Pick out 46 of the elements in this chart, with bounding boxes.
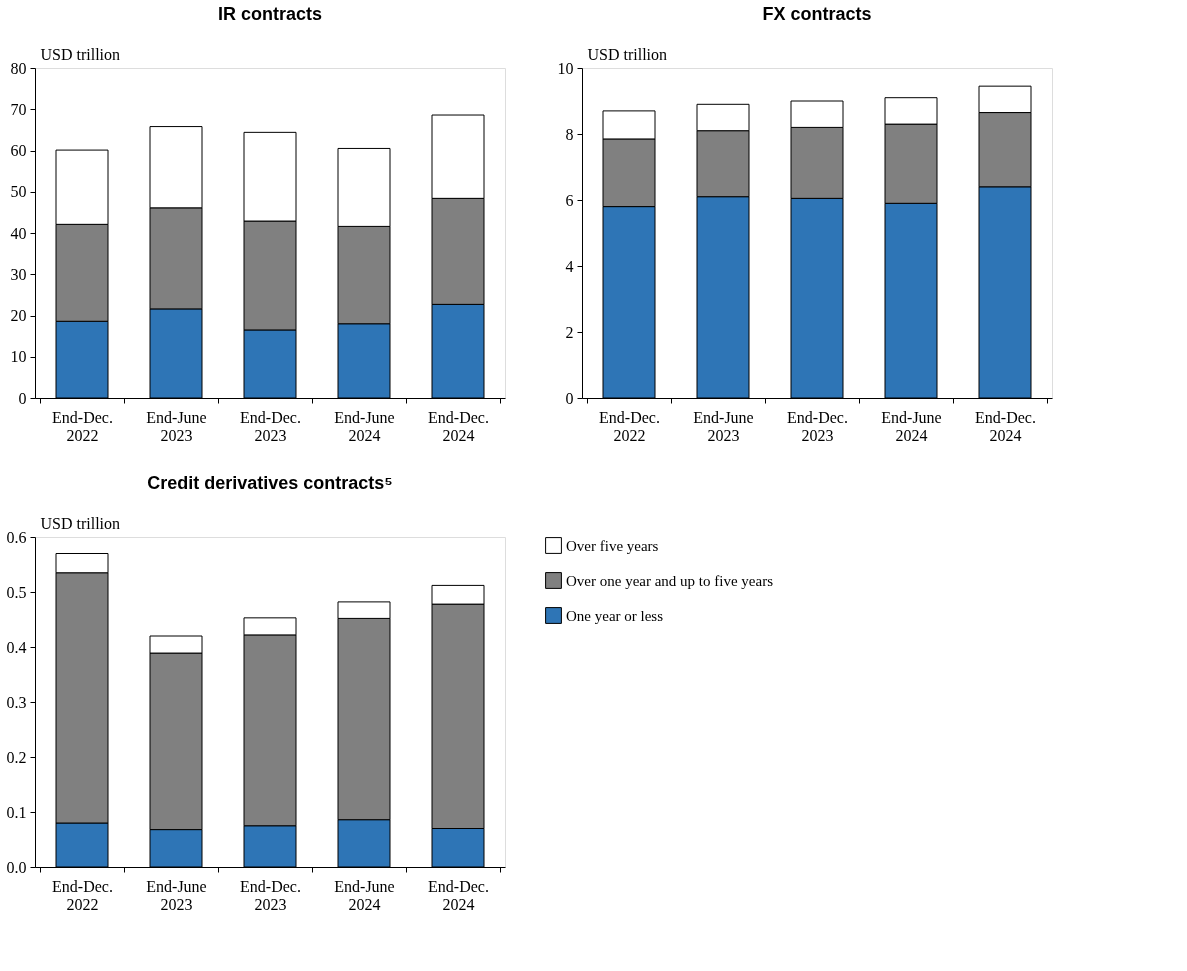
y-tick-label: 0 (18, 389, 27, 407)
y-tick-label: 0.3 (6, 693, 27, 711)
y-axis-title: USD trillion (40, 514, 121, 532)
y-axis-title: USD trillion (587, 45, 668, 63)
legend-label: Over one year and up to five years (566, 572, 774, 589)
x-tick-label: End-Dec. 2022 (52, 408, 113, 444)
y-tick-label: 0 (565, 389, 574, 407)
y-tick-label: 10 (10, 348, 27, 366)
y-tick-label: 70 (10, 100, 27, 118)
y-tick-label: 8 (565, 125, 574, 143)
y-axis-title: USD trillion (40, 45, 121, 63)
y-tick-label: 0.4 (6, 638, 27, 656)
y-tick-label: 4 (565, 257, 574, 275)
y-tick-label: 40 (10, 224, 27, 242)
y-tick-label: 0.0 (6, 858, 27, 876)
chart-title: IR contracts (217, 4, 323, 24)
y-tick-label: 0.5 (6, 583, 27, 601)
y-tick-label: 80 (10, 59, 27, 77)
x-tick-label: End-June 2024 (334, 877, 395, 913)
chart-title: FX contracts (762, 4, 872, 24)
y-tick-label: 10 (557, 59, 574, 77)
legend-label: One year or less (566, 607, 664, 624)
y-tick-label: 0.1 (6, 803, 27, 821)
x-tick-label: End-June 2023 (146, 877, 207, 913)
y-tick-label: 60 (10, 142, 27, 159)
x-tick-label: End-June 2024 (334, 408, 395, 444)
y-tick-label: 2 (565, 323, 574, 341)
x-tick-label: End-Dec. 2024 (428, 877, 489, 913)
x-tick-label: End-June 2023 (693, 408, 754, 444)
x-tick-label: End-June 2024 (881, 408, 942, 444)
x-tick-label: End-Dec. 2024 (428, 408, 489, 444)
y-tick-label: 0.6 (6, 528, 27, 546)
x-tick-label: End-Dec. 2023 (787, 408, 848, 444)
chart-title: Credit derivatives contracts⁵ (147, 473, 393, 493)
x-tick-label: End-Dec. 2023 (240, 877, 301, 913)
legend-label: Over five years (566, 537, 659, 554)
x-tick-label: End-Dec. 2023 (240, 408, 301, 444)
y-tick-label: 30 (10, 265, 27, 283)
y-tick-label: 0.2 (6, 748, 27, 766)
y-tick-label: 50 (10, 183, 27, 201)
x-tick-label: End-Dec. 2024 (975, 408, 1036, 444)
y-tick-label: 6 (565, 191, 574, 209)
x-tick-label: End-Dec. 2022 (599, 408, 660, 444)
x-tick-label: End-Dec. 2022 (52, 877, 113, 913)
x-tick-label: End-June 2023 (146, 408, 207, 444)
y-tick-label: 20 (10, 307, 27, 324)
